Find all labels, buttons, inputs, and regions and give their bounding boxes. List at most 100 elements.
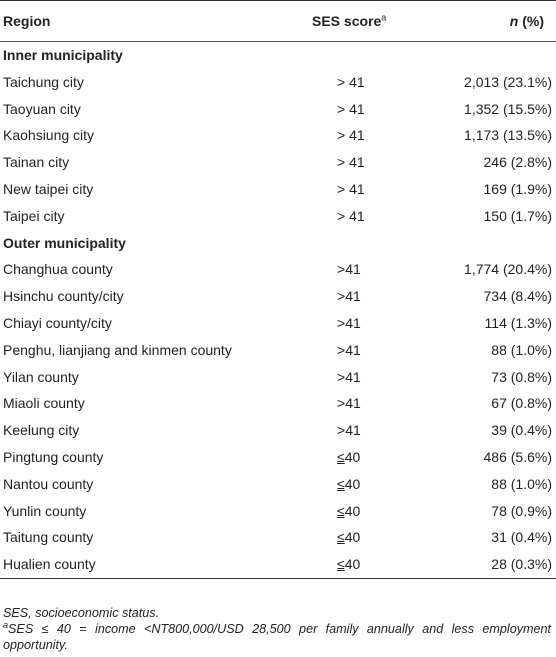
cell-n-pct: 2,013 (23.1%): [464, 73, 552, 90]
cell-region: Yunlin county: [3, 502, 87, 519]
cell-region: Changhua county: [3, 261, 113, 278]
cell-region: Hualien county: [3, 556, 96, 573]
ses-value: 41: [349, 73, 365, 90]
cell-ses-score: >41: [337, 364, 361, 391]
cell-region: New taipei city: [3, 180, 94, 197]
cell-ses-score: ≤40: [337, 524, 360, 551]
ses-value: 41: [345, 422, 361, 439]
ses-operator: >: [337, 341, 346, 358]
cell-ses-score: > 41: [337, 69, 365, 96]
cell-n-pct: 88 (1.0%): [491, 341, 552, 358]
ses-operator: >: [337, 288, 346, 305]
footnote-a-marker: a: [3, 619, 9, 630]
table-row: Nantou county ≤40 88 (1.0%): [0, 471, 556, 498]
cell-region: Taichung city: [3, 73, 84, 90]
ses-operator: >: [337, 73, 350, 90]
cell-n-pct: 246 (2.8%): [483, 154, 552, 171]
cell-n-pct: 67 (0.8%): [491, 395, 552, 412]
cell-region: Hsinchu county/city: [3, 288, 124, 305]
ses-value: 40: [344, 475, 361, 492]
bottom-rule: [0, 577, 556, 579]
section-header-row: Outer municipality: [0, 230, 556, 257]
table-row: Keelung city >41 39 (0.4%): [0, 417, 556, 444]
footnote-a: aSES ≤ 40 = income <NT800,000/USD 28,500…: [3, 619, 551, 653]
cell-n-pct: 150 (1.7%): [483, 207, 552, 224]
cell-ses-score: ≤40: [337, 551, 360, 578]
cell-n-pct: 78 (0.9%): [491, 502, 552, 519]
cell-ses-score: > 41: [337, 203, 365, 230]
cell-ses-score: > 41: [337, 122, 365, 149]
ses-operator: >: [337, 207, 350, 224]
cell-ses-score: >41: [337, 417, 361, 444]
ses-value: 41: [345, 314, 361, 331]
cell-n-pct: 734 (8.4%): [483, 288, 552, 305]
header-ses-label: SES score: [312, 13, 382, 29]
cell-region: Kaohsiung city: [3, 127, 95, 144]
cell-n-pct: 1,173 (13.5%): [464, 127, 552, 144]
ses-value: 41: [345, 341, 361, 358]
ses-operator: >: [337, 314, 346, 331]
cell-n-pct: 486 (5.6%): [483, 448, 552, 465]
cell-region: Miaoli county: [3, 395, 85, 412]
cell-region: Taipei city: [3, 207, 65, 224]
table-row: Miaoli county >41 67 (0.8%): [0, 390, 556, 417]
cell-region: Chiayi county/city: [3, 314, 112, 331]
table-row: Hualien county ≤40 28 (0.3%): [0, 551, 556, 578]
ses-value: 40: [344, 448, 361, 465]
ses-value: 41: [349, 180, 365, 197]
cell-region: Taitung county: [3, 529, 94, 546]
ses-operator: >: [337, 395, 346, 412]
cell-region: Nantou county: [3, 475, 94, 492]
top-rule: [0, 0, 556, 1]
footnote-abbreviation: SES, socioeconomic status.: [3, 606, 160, 620]
ses-operator: ≤: [337, 448, 345, 465]
ses-table: Region SES scorea n (%) Inner municipali…: [0, 0, 556, 579]
table-row: Tainan city > 41 246 (2.8%): [0, 149, 556, 176]
table-row: Taichung city > 41 2,013 (23.1%): [0, 69, 556, 96]
ses-operator: >: [337, 180, 350, 197]
cell-n-pct: 31 (0.4%): [491, 529, 552, 546]
header-pct: (%): [518, 13, 544, 29]
ses-value: 41: [349, 154, 365, 171]
ses-value: 41: [345, 368, 361, 385]
ses-value: 41: [349, 100, 365, 117]
cell-n-pct: 169 (1.9%): [483, 180, 552, 197]
header-n: n: [509, 13, 519, 29]
ses-value: 41: [345, 395, 361, 412]
table-row: Yunlin county ≤40 78 (0.9%): [0, 498, 556, 525]
ses-operator: ≤: [337, 475, 345, 492]
cell-ses-score: >41: [337, 337, 361, 364]
header-ses-score: SES scorea: [312, 1, 386, 41]
ses-value: 40: [344, 502, 361, 519]
table-row: Kaohsiung city > 41 1,173 (13.5%): [0, 122, 556, 149]
cell-ses-score: ≤40: [337, 471, 360, 498]
ses-operator: >: [337, 261, 346, 278]
table-row: Changhua county >41 1,774 (20.4%): [0, 256, 556, 283]
table-row: Taitung county ≤40 31 (0.4%): [0, 524, 556, 551]
ses-operator: ≤: [337, 556, 345, 573]
ses-value: 40: [344, 529, 361, 546]
table-row: New taipei city > 41 169 (1.9%): [0, 176, 556, 203]
header-rule: [0, 41, 556, 42]
cell-n-pct: 39 (0.4%): [491, 422, 552, 439]
section-title: Inner municipality: [3, 47, 123, 63]
ses-operator: >: [337, 154, 350, 171]
cell-n-pct: 28 (0.3%): [491, 556, 552, 573]
section-title: Outer municipality: [3, 234, 126, 251]
ses-value: 40: [344, 556, 361, 573]
ses-operator: ≤: [337, 529, 345, 546]
table-row: Taoyuan city > 41 1,352 (15.5%): [0, 96, 556, 123]
cell-region: Yilan county: [3, 368, 79, 385]
table-footnotes: SES, socioeconomic status. aSES ≤ 40 = i…: [3, 605, 551, 653]
cell-region: Penghu, lianjiang and kinmen county: [3, 341, 232, 358]
ses-value: 41: [349, 207, 365, 224]
table-header-row: Region SES scorea n (%): [0, 1, 556, 41]
cell-n-pct: 114 (1.3%): [484, 314, 552, 331]
footnote-a-text: SES ≤ 40 = income <NT800,000/USD 28,500 …: [3, 622, 551, 652]
cell-ses-score: > 41: [337, 176, 365, 203]
cell-region: Taoyuan city: [3, 100, 81, 117]
table-row: Hsinchu county/city >41 734 (8.4%): [0, 283, 556, 310]
header-region: Region: [3, 13, 51, 29]
ses-value: 41: [349, 127, 365, 144]
header-n-pct: n (%): [510, 1, 544, 41]
